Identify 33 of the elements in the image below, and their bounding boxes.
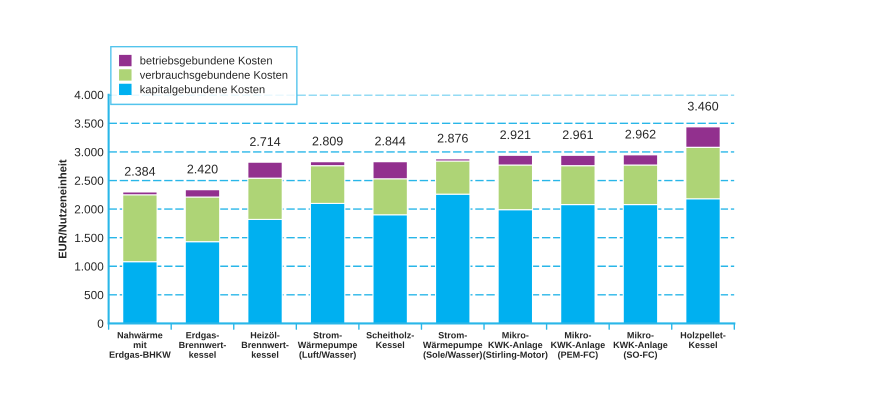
legend-label: kapitalgebundene Kosten bbox=[140, 85, 264, 96]
annotation: 2.420 bbox=[187, 164, 218, 174]
x-tick-label: Holzpellet- Kessel bbox=[680, 332, 726, 348]
x-tick-label: Nahwärme mit Erdgas-BHKW bbox=[110, 332, 171, 360]
annotation: 2.384 bbox=[124, 166, 156, 176]
annotation: 2.714 bbox=[250, 137, 280, 146]
legend-label: betriebsgebundene Kosten bbox=[140, 56, 272, 67]
y-tick-label: 2.000 bbox=[74, 205, 104, 214]
annotation: 2.961 bbox=[562, 130, 593, 140]
annotation: 2.921 bbox=[500, 130, 530, 140]
x-tick-label: Strom- Wärmepumpe (Sole/Wasser) bbox=[422, 332, 482, 360]
y-tick-label: 3.500 bbox=[74, 119, 104, 128]
y-tick-label: 1.000 bbox=[75, 262, 104, 271]
annotation: 2.962 bbox=[625, 130, 656, 139]
x-tick-label: Heizöl- Brennwert- kessel bbox=[242, 332, 289, 358]
annotation: 3.460 bbox=[688, 102, 718, 111]
x-tick-label: Erdgas- Brennwert- kessel bbox=[179, 332, 226, 358]
y-tick-label: 2.500 bbox=[74, 176, 104, 185]
x-tick-label: Strom- Wärmepumpe (Luft/Wasser) bbox=[298, 332, 358, 360]
y-tick-label: 3.000 bbox=[74, 148, 104, 156]
x-tick-label: Mikro- KWK-Anlage (SO-FC) bbox=[614, 332, 668, 360]
y-tick-label: 4.000 bbox=[74, 90, 104, 100]
y-axis-title: EUR/Nutzeneinheit bbox=[58, 160, 67, 258]
x-tick-label: Mikro- KWK-Anlage (Stirling-Motor) bbox=[483, 332, 548, 360]
annotation: 2.876 bbox=[438, 134, 468, 143]
y-tick-label: 1.500 bbox=[75, 234, 104, 242]
annotation: 2.844 bbox=[375, 136, 406, 146]
x-tick-label: Scheitholz- Kessel bbox=[366, 332, 414, 348]
y-tick-label: 0 bbox=[98, 319, 104, 328]
annotation: 2.809 bbox=[312, 136, 343, 146]
x-tick-label: Mikro- KWK-Anlage (PEM-FC) bbox=[551, 332, 605, 360]
legend-label: verbrauchsgebundene Kosten bbox=[140, 70, 288, 82]
y-tick-label: 500 bbox=[84, 290, 104, 300]
